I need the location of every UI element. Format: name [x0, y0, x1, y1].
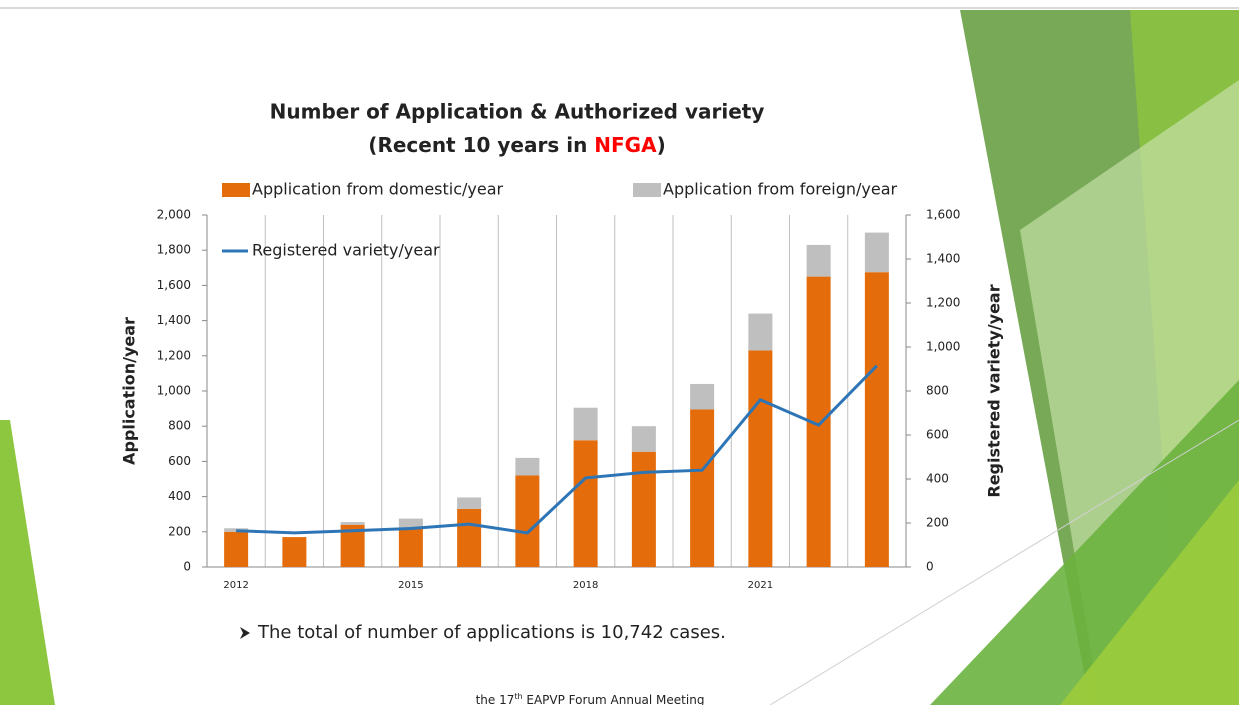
bar [341, 522, 365, 525]
bar [632, 426, 656, 452]
y2-axis-title: Registered variety/year [985, 284, 1004, 497]
y-axis-title: Application/year [120, 317, 139, 465]
bar [574, 440, 598, 567]
footer-part: the 17 [476, 693, 515, 706]
subtitle-highlight: NFGA [594, 133, 657, 157]
bar [399, 528, 423, 567]
bar [515, 458, 539, 476]
y-tick-label: 1,600 [157, 278, 191, 292]
y-tick-label: 1,000 [157, 384, 191, 398]
footer-sup: th [514, 692, 522, 701]
page: Number of Application & Authorized varie… [0, 0, 1239, 705]
y2-tick-label: 0 [926, 560, 934, 574]
y-tick-label: 0 [183, 560, 191, 574]
footer-part: EAPVP Forum Annual Meeting [523, 693, 705, 706]
slide: Number of Application & Authorized varie… [0, 0, 1239, 705]
bar [865, 233, 889, 273]
bar [748, 351, 772, 567]
bar [690, 409, 714, 567]
x-tick-label: 2012 [223, 580, 248, 591]
y-tick-label: 800 [168, 419, 191, 433]
y-tick-label: 1,200 [157, 348, 191, 362]
bar [282, 537, 306, 567]
y2-tick-label: 1,400 [926, 252, 960, 266]
legend-label: Application from domestic/year [252, 180, 504, 199]
y2-tick-label: 1,200 [926, 296, 960, 310]
legend-label: Registered variety/year [252, 241, 440, 260]
bullet-arrow [240, 627, 250, 639]
y2-tick-label: 200 [926, 516, 949, 530]
bar [690, 384, 714, 410]
bar [515, 475, 539, 567]
bar [224, 532, 248, 567]
legend-swatch [222, 183, 250, 197]
y-tick-label: 600 [168, 454, 191, 468]
chart-subtitle: (Recent 10 years in NFGA) [368, 133, 665, 157]
y-tick-label: 1,400 [157, 313, 191, 327]
chart-title: Number of Application & Authorized varie… [270, 100, 765, 124]
y-tick-label: 1,800 [157, 243, 191, 257]
y2-tick-label: 1,000 [926, 340, 960, 354]
y-tick-label: 400 [168, 489, 191, 503]
y-tick-label: 2,000 [157, 208, 191, 222]
bar [632, 452, 656, 567]
decor [0, 420, 55, 705]
y2-tick-label: 600 [926, 428, 949, 442]
x-tick-label: 2021 [748, 580, 773, 591]
bar [574, 408, 598, 441]
x-tick-label: 2015 [398, 580, 423, 591]
subtitle-part: (Recent 10 years in [368, 133, 594, 157]
bar [865, 272, 889, 567]
x-tick-label: 2018 [573, 580, 598, 591]
bar [457, 509, 481, 567]
footer: the 17th EAPVP Forum Annual Meeting [476, 692, 705, 706]
note: The total of number of applications is 1… [257, 622, 726, 643]
legend-swatch [633, 183, 661, 197]
bar [807, 245, 831, 277]
y2-tick-label: 800 [926, 384, 949, 398]
bar [748, 314, 772, 351]
legend-label: Application from foreign/year [663, 180, 898, 199]
y2-tick-label: 400 [926, 472, 949, 486]
y2-tick-label: 1,600 [926, 208, 960, 222]
subtitle-part: ) [657, 133, 666, 157]
bar [457, 497, 481, 508]
y-tick-label: 200 [168, 524, 191, 538]
